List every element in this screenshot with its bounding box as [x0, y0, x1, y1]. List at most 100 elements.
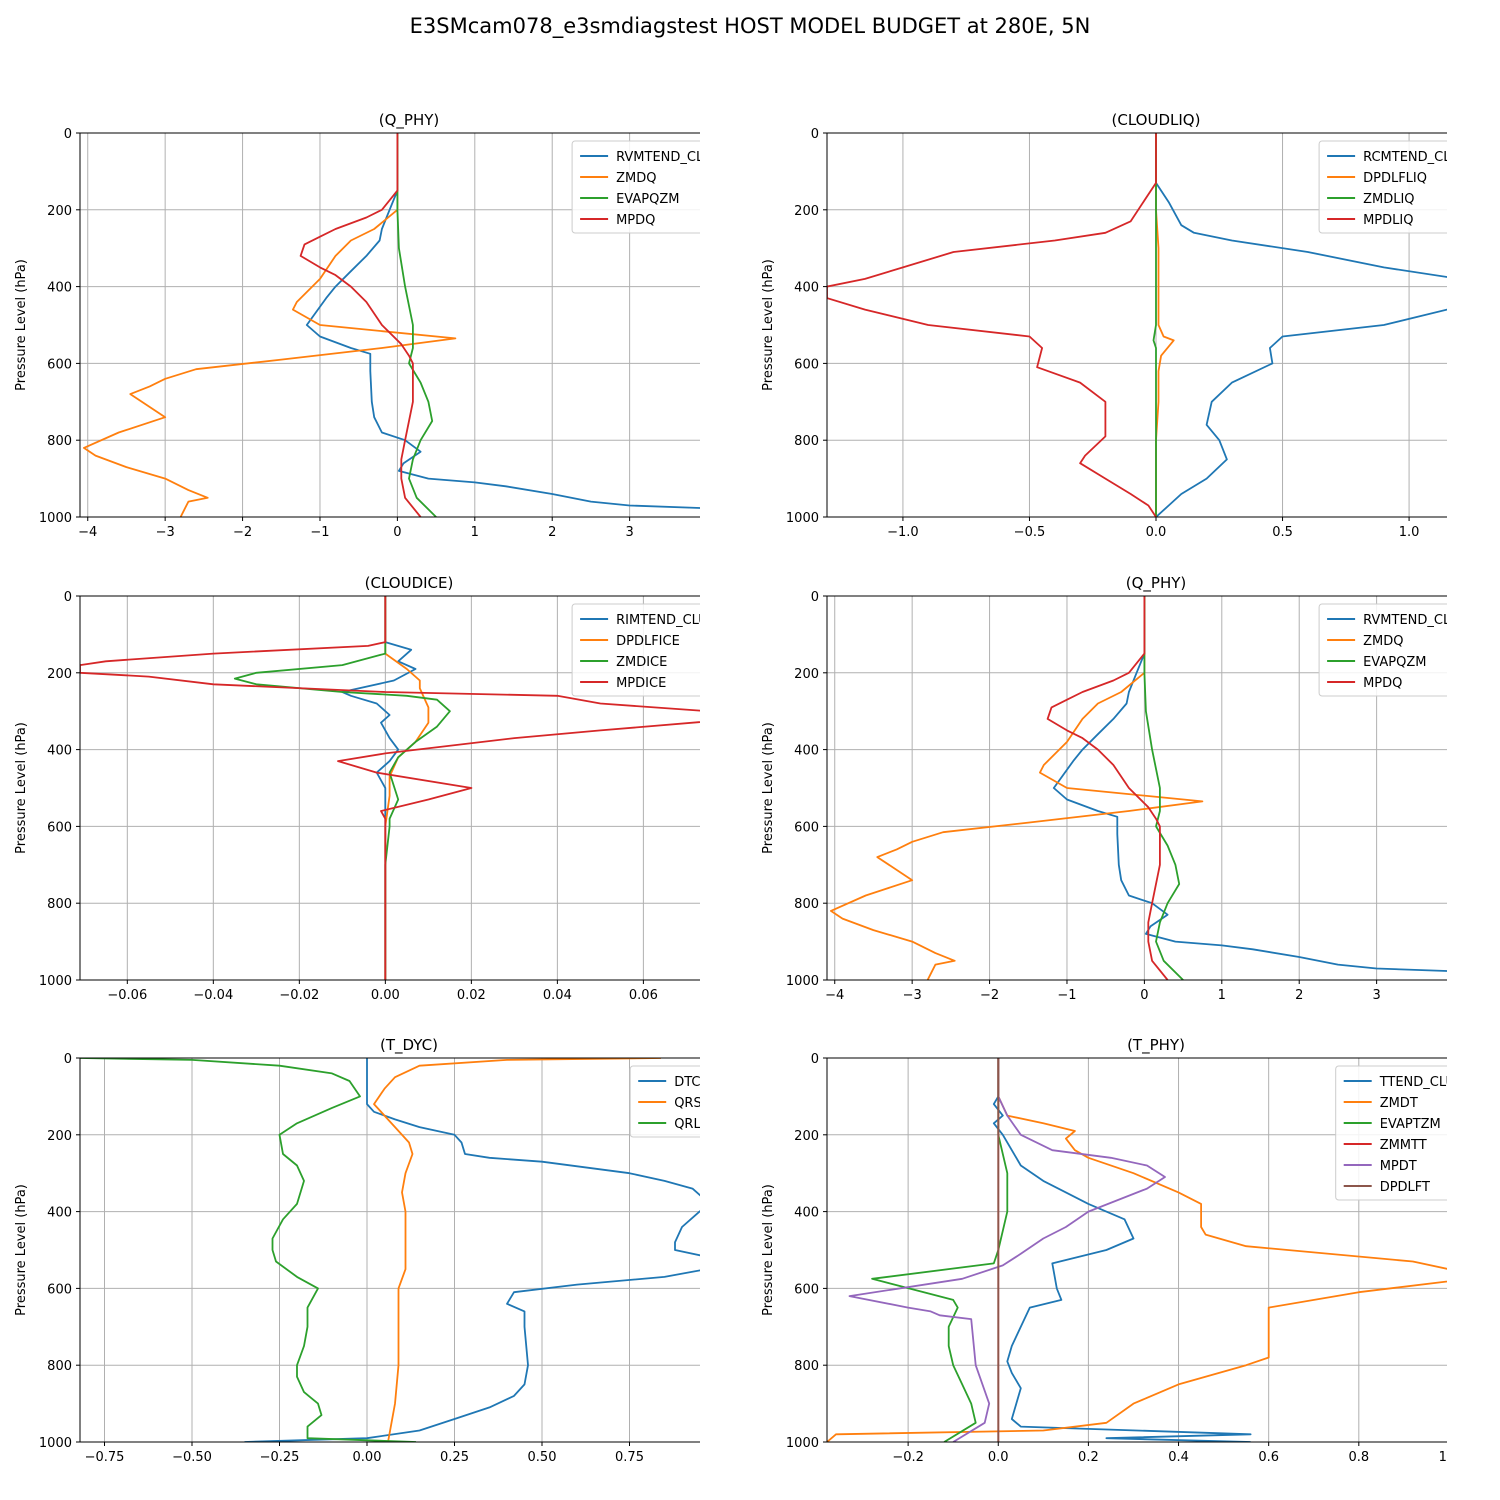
x-tick-label: 1 [471, 525, 479, 540]
legend-box [571, 603, 700, 697]
x-axis-label: 1E-8xkg/kg /s [1112, 1007, 1201, 1008]
legend-label-mpdliq: MPDLIQ [1363, 213, 1413, 228]
legend-box [1318, 140, 1447, 234]
x-tick-label: 1 [1218, 988, 1226, 1003]
chart-cloudice: −0.06−0.04−0.020.000.020.040.060.0802004… [14, 574, 700, 1008]
y-tick-label: 200 [794, 1129, 819, 1144]
x-tick-label: −2 [233, 525, 252, 540]
x-tick-label: 0.04 [543, 988, 572, 1003]
legend-label-rvmtend-clubb: RVMTEND_CLUBB [1363, 613, 1447, 628]
series-line-evaptzm [871, 1058, 1009, 1442]
x-tick-label: −0.2 [892, 1450, 924, 1465]
x-tick-label: −0.04 [193, 988, 233, 1003]
y-tick-label: 400 [794, 744, 819, 759]
y-tick-label: 600 [794, 820, 819, 835]
x-tick-label: 2 [1295, 988, 1303, 1003]
y-tick-label: 800 [47, 434, 72, 449]
series-line-mpdq [1046, 596, 1169, 980]
legend-label-rvmtend-clubb: RVMTEND_CLUBB [616, 150, 700, 165]
x-tick-label: 0.6 [1258, 1450, 1279, 1465]
x-tick-label: 0.02 [457, 988, 486, 1003]
series-line-zmdq [83, 133, 457, 517]
legend-label-dpdlfliq: DPDLFLIQ [1363, 171, 1427, 186]
plot-frame [79, 132, 700, 518]
y-axis-label: Pressure Level (hPa) [14, 722, 29, 854]
x-tick-label: 0.75 [615, 1450, 644, 1465]
series-line-zmdice [233, 596, 451, 980]
series-line-rimtend-clubb [341, 596, 417, 980]
y-tick-label: 600 [47, 1282, 72, 1297]
chart-q-phy-2: −4−3−2−10123402004006008001000(Q_PHY)1E-… [761, 574, 1447, 1008]
x-tick-label: −2 [980, 988, 999, 1003]
figure-title: E3SMcam078_e3smdiagstest HOST MODEL BUDG… [409, 14, 1091, 38]
series-line-ttend-clubb [992, 1058, 1252, 1442]
x-tick-label: 1.0 [1439, 1450, 1447, 1465]
legend-label-zmdq: ZMDQ [616, 171, 656, 186]
y-tick-label: 1000 [39, 511, 72, 526]
x-tick-label: 0.25 [440, 1450, 469, 1465]
legend-label-dpdlfice: DPDLFICE [616, 634, 680, 649]
y-tick-label: 400 [794, 1206, 819, 1221]
series-line-dpdlfliq [1155, 133, 1175, 517]
x-tick-label: 0.4 [1168, 1450, 1189, 1465]
series-line-zmdt [827, 1058, 1447, 1442]
y-tick-label: 600 [47, 357, 72, 372]
series-line-zmdliq [1152, 133, 1157, 517]
chart-title: (CLOUDLIQ) [1112, 111, 1201, 129]
series-line-mpdice [80, 596, 700, 980]
x-axis-label: 1E-4xK s-1 [1121, 1469, 1191, 1470]
series-line-dtcond [244, 1058, 700, 1442]
chart-title: (T_PHY) [1127, 1036, 1185, 1055]
y-tick-label: 200 [47, 204, 72, 219]
legend-label-ttend-clubb: TTEND_CLUBB [1379, 1075, 1447, 1090]
chart-title: (Q_PHY) [1126, 574, 1187, 593]
legend-label-evapqzm: EVAPQZM [1363, 655, 1426, 670]
plot-frame [826, 595, 1447, 981]
y-tick-label: 200 [47, 1129, 72, 1144]
panel-cloudliq: −1.0 −0.5 0.0 0.5 1.0 0 200 400 600 800 1000 (CLOUD… [747, 105, 1447, 545]
y-axis-label: Pressure Level (hPa) [14, 1184, 29, 1316]
series-line-mpdliq [827, 133, 1157, 517]
legend-label-rcmtend-clubb: RCMTEND_CLUBB [1363, 150, 1447, 165]
series-line-qrs [373, 1058, 662, 1442]
series-line-mpdt [848, 1058, 1166, 1442]
x-tick-label: 2 [548, 525, 556, 540]
legend: RVMTEND_CLUBB ZMDQ EVAPQZM MPDQ [571, 140, 700, 234]
legend: RVMTEND_CLUBB ZMDQ EVAPQZM MPDQ [1318, 603, 1447, 697]
legend: RIMTEND_CLUBB DPDLFICE ZMDICE MPDICE [571, 603, 700, 697]
y-tick-label: 800 [794, 897, 819, 912]
x-tick-label: 0.0 [988, 1450, 1009, 1465]
x-tick-label: 0.06 [629, 988, 658, 1003]
x-tick-label: −0.06 [107, 988, 147, 1003]
x-tick-label: −0.75 [85, 1450, 125, 1465]
y-tick-label: 800 [794, 1359, 819, 1374]
y-axis-label: Pressure Level (hPa) [761, 1184, 776, 1316]
legend: DTCOND QRS QRL [629, 1065, 700, 1138]
x-tick-label: −0.50 [172, 1450, 212, 1465]
x-tick-label: −1 [1057, 988, 1076, 1003]
y-tick-label: 0 [64, 1052, 72, 1067]
chart-t-dyc: −0.75−0.50−0.250.000.250.500.751.0002004… [14, 1036, 700, 1470]
x-tick-label: −4 [825, 988, 844, 1003]
legend: TTEND_CLUBB ZMDT EVAPTZM ZMMTT MPDT DPDLFT [1335, 1065, 1447, 1201]
y-tick-label: 200 [794, 204, 819, 219]
x-axis-label: 1E-8xkg/kg /s [365, 1007, 454, 1008]
x-tick-label: 0.00 [371, 988, 400, 1003]
x-tick-label: 3 [625, 525, 633, 540]
legend-label-mpdq: MPDQ [1363, 676, 1402, 691]
series-line-rvmtend-clubb [305, 133, 700, 509]
legend-label-mpdq: MPDQ [616, 213, 655, 228]
x-tick-label: −0.02 [279, 988, 319, 1003]
y-tick-label: 400 [47, 281, 72, 296]
y-tick-label: 1000 [786, 511, 819, 526]
y-tick-label: 400 [794, 281, 819, 296]
legend-label-zmmtt: ZMMTT [1380, 1138, 1427, 1153]
y-tick-label: 0 [811, 1052, 819, 1067]
legend-label-qrl: QRL [674, 1117, 700, 1132]
x-tick-label: 0 [1140, 988, 1148, 1003]
legend-label-mpdt: MPDT [1380, 1159, 1417, 1174]
legend-label-evaptzm: EVAPTZM [1380, 1117, 1441, 1132]
y-tick-label: 200 [47, 667, 72, 682]
chart-t-phy: −0.2 0.0 0.2 0.4 0.6 0.8 1.0 0 200 400 600 800 1000 (… [761, 1036, 1447, 1470]
legend-label-mpdice: MPDICE [616, 676, 666, 691]
